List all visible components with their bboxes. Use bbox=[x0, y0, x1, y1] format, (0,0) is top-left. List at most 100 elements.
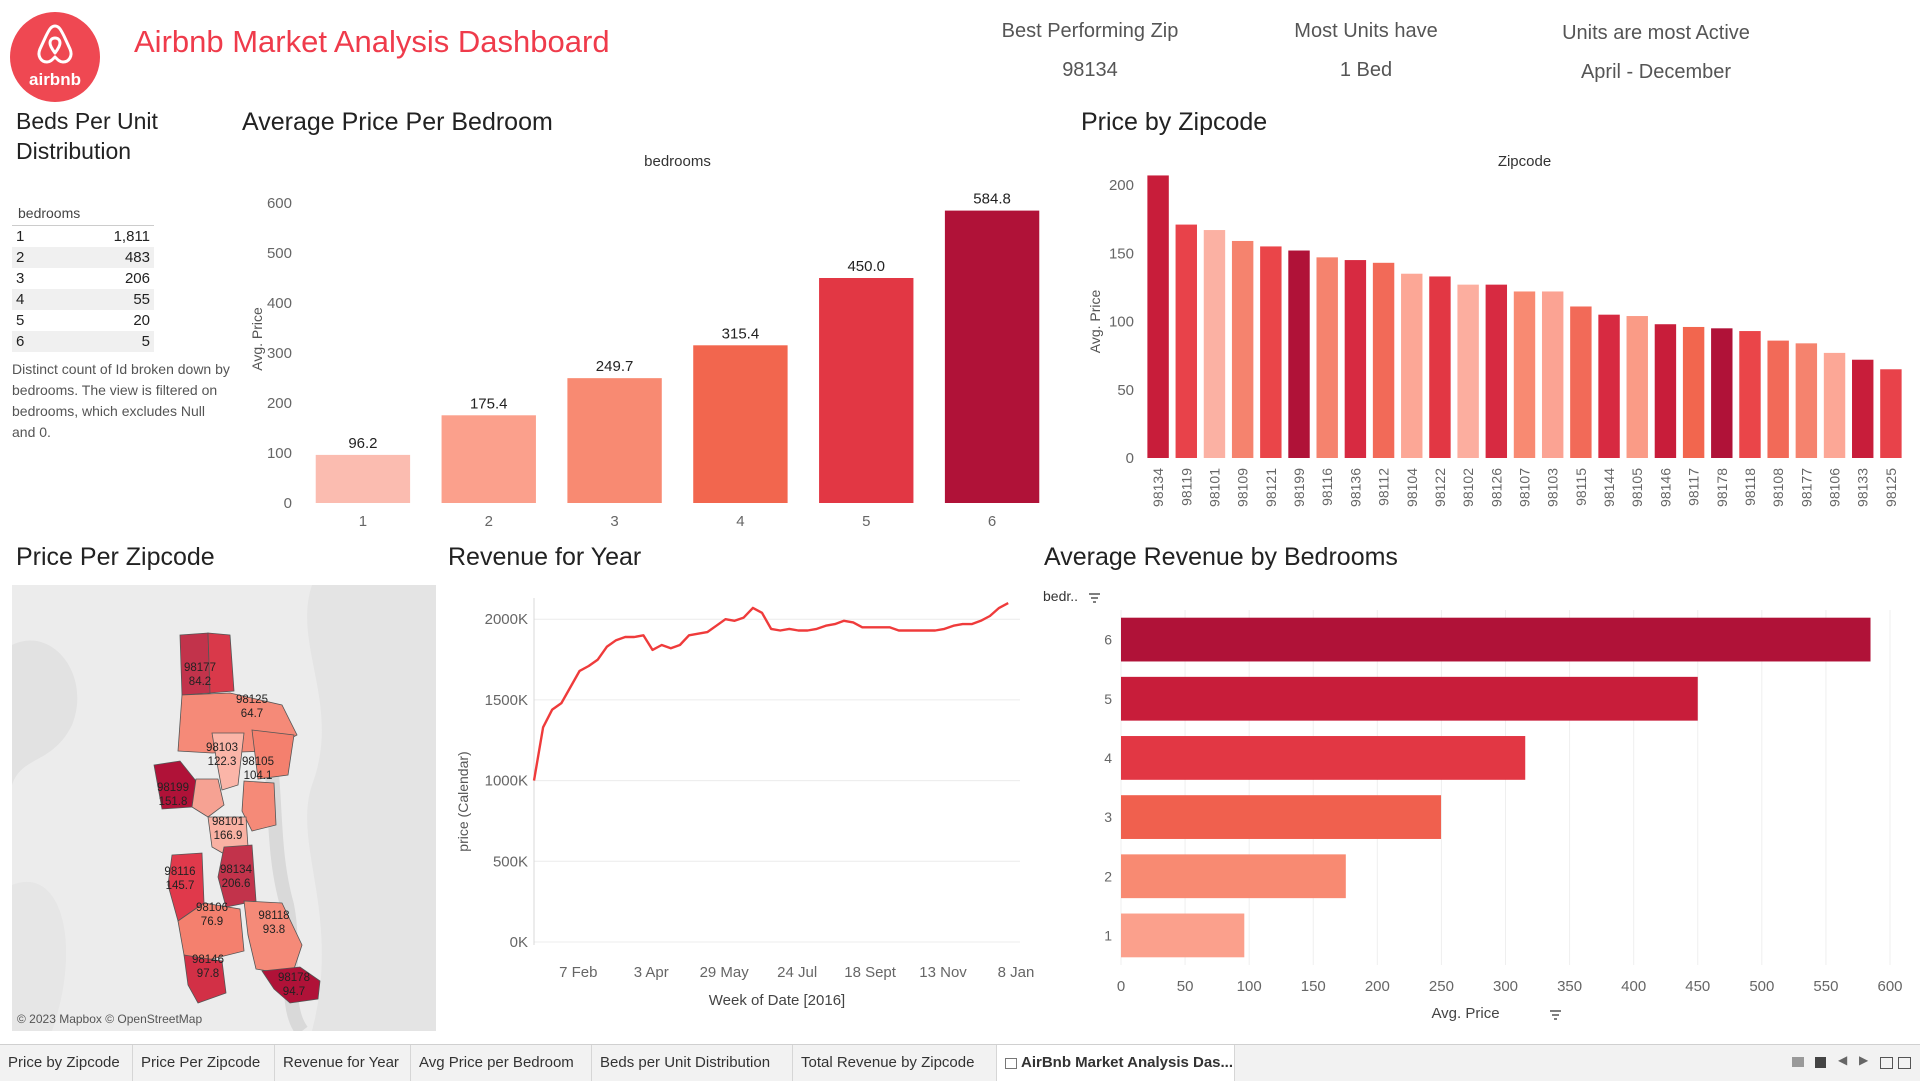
bedroom-cell: 3 bbox=[16, 270, 25, 287]
prev-sheet-icon[interactable]: ◀ bbox=[1838, 1053, 1848, 1067]
bedroom-cell: 6 bbox=[12, 331, 51, 352]
x-tick-label: 1 bbox=[359, 513, 367, 530]
x-tick-label: 6 bbox=[988, 513, 996, 530]
next-sheet-icon[interactable]: ▶ bbox=[1859, 1053, 1869, 1067]
map-value-label: 104.1 bbox=[244, 770, 273, 782]
y-tick-label: 1000K bbox=[485, 773, 528, 790]
y-tick-label: 150 bbox=[1109, 245, 1134, 262]
count-cell: 206 bbox=[124, 270, 150, 287]
presentation-icon[interactable] bbox=[1898, 1057, 1911, 1069]
bar bbox=[1121, 676, 1698, 721]
y-tick-label: 4 bbox=[1104, 750, 1112, 766]
tab-avg-price-per-bedroom[interactable]: Avg Price per Bedroom bbox=[411, 1045, 592, 1081]
tab-dashboard[interactable]: AirBnb Market Analysis Das... bbox=[997, 1045, 1235, 1081]
bar-value-label: 315.4 bbox=[722, 325, 760, 342]
map-land-shade bbox=[12, 881, 67, 1031]
bar bbox=[1121, 795, 1442, 839]
bar bbox=[1429, 276, 1451, 458]
tab-price-per-zipcode[interactable]: Price Per Zipcode bbox=[133, 1045, 275, 1081]
bar bbox=[1513, 291, 1536, 458]
bar bbox=[1598, 314, 1620, 458]
x-tick-label: 300 bbox=[1493, 978, 1518, 995]
map-region bbox=[211, 732, 245, 791]
kpi-label: Most Units have bbox=[1294, 20, 1438, 42]
bar bbox=[1316, 257, 1338, 458]
bar bbox=[1541, 291, 1564, 458]
bar-value-label: 249.7 bbox=[596, 358, 634, 375]
bedroom-cell: 1 bbox=[16, 228, 25, 245]
x-tick-label: 2 bbox=[485, 513, 493, 530]
tab-price-by-zipcode[interactable]: Price by Zipcode bbox=[0, 1045, 133, 1081]
avg-revenue-by-bedrooms-chart: bedr.. 0 50 100 150 200 250 300 350 400 450 500 550 6… bbox=[1043, 588, 1903, 1022]
map-zip-label: 98199 bbox=[157, 782, 189, 794]
grid-view-icon[interactable] bbox=[1792, 1057, 1804, 1067]
x-tick-label: 3 Apr bbox=[634, 964, 669, 981]
table-row: 4 55 bbox=[12, 289, 154, 310]
x-tick-label: 98136 bbox=[1347, 468, 1363, 507]
y-tick-label: 1500K bbox=[485, 692, 528, 709]
bar-value-label: 175.4 bbox=[470, 395, 508, 412]
table-row: 1 1,811 bbox=[12, 226, 154, 247]
dashboard-title: Airbnb Market Analysis Dashboard bbox=[134, 24, 610, 59]
bar bbox=[819, 278, 914, 503]
y-axis-label: Avg. Price bbox=[249, 307, 265, 371]
x-tick-label: 98134 bbox=[1150, 468, 1166, 507]
map-value-label: 206.6 bbox=[222, 878, 251, 890]
tab-revenue-for-year[interactable]: Revenue for Year bbox=[275, 1045, 411, 1081]
x-tick-label: 98122 bbox=[1432, 468, 1448, 507]
x-tick-label: 250 bbox=[1429, 978, 1454, 995]
count-cell: 5 bbox=[50, 331, 154, 352]
x-tick-label: 350 bbox=[1557, 978, 1582, 995]
bar bbox=[1880, 369, 1902, 458]
tab-beds-per-unit[interactable]: Beds per Unit Distribution bbox=[592, 1045, 793, 1081]
map-zip-label: 98177 bbox=[184, 662, 216, 674]
x-tick-label: 29 May bbox=[700, 964, 750, 981]
map-zip-label: 98105 bbox=[242, 756, 274, 768]
x-tick-label: 98118 bbox=[1742, 468, 1758, 506]
tab-dashboard-label: AirBnb Market Analysis Das... bbox=[1021, 1054, 1234, 1071]
bar bbox=[1823, 352, 1846, 458]
x-tick-label: 98119 bbox=[1178, 468, 1194, 506]
show-sheets-icon[interactable] bbox=[1880, 1057, 1893, 1069]
chart-title: Revenue for Year bbox=[448, 543, 642, 571]
map-region bbox=[251, 729, 295, 780]
map-region bbox=[207, 632, 235, 694]
x-tick-label: 98115 bbox=[1573, 468, 1589, 506]
map-region bbox=[191, 778, 225, 818]
x-tick-label: 98102 bbox=[1460, 468, 1476, 507]
x-tick-label: 100 bbox=[1237, 978, 1262, 995]
count-cell: 1,811 bbox=[113, 228, 150, 245]
price-per-zipcode-map[interactable]: 98177 84.2 98125 64.7 98103 122.3 98105 104.1 98… bbox=[12, 585, 436, 1031]
x-tick-label: 400 bbox=[1621, 978, 1646, 995]
dashboard-grid-icon bbox=[1005, 1058, 1017, 1069]
bar bbox=[315, 454, 411, 503]
bar bbox=[1711, 328, 1733, 458]
x-axis-label: Avg. Price bbox=[1431, 1005, 1499, 1022]
table-row: 2 483 bbox=[12, 247, 154, 268]
revenue-series-line bbox=[532, 602, 1009, 781]
y-tick-label: 600 bbox=[267, 195, 292, 212]
kpi-most-units: Most Units have 1 Bed bbox=[1246, 20, 1486, 82]
bar-value-label: 584.8 bbox=[973, 191, 1011, 208]
kpi-value: April - December bbox=[1580, 61, 1732, 83]
bar bbox=[1401, 273, 1423, 458]
x-tick-label: 18 Sept bbox=[844, 964, 897, 981]
tab-total-revenue-by-zipcode[interactable]: Total Revenue by Zipcode bbox=[793, 1045, 997, 1081]
kpi-most-active: Units are most Active April - December bbox=[1536, 22, 1776, 84]
chart-title: Average Price Per Bedroom bbox=[242, 108, 553, 136]
map-zip-label: 98106 bbox=[196, 902, 228, 914]
map-value-label: 145.7 bbox=[166, 880, 195, 892]
airbnb-logo: airbnb bbox=[10, 12, 100, 102]
y-axis-label: price (Calendar) bbox=[455, 751, 471, 851]
y-tick-label: 1 bbox=[1104, 927, 1112, 943]
fit-view-icon[interactable] bbox=[1815, 1057, 1826, 1068]
bar bbox=[1344, 260, 1367, 458]
kpi-best-zip: Best Performing Zip 98134 bbox=[970, 20, 1210, 82]
x-axis-label: Week of Date [2016] bbox=[709, 992, 845, 1009]
bar bbox=[693, 345, 788, 503]
chart-header: bedrooms bbox=[644, 153, 711, 170]
x-tick-label: 200 bbox=[1365, 978, 1390, 995]
bar bbox=[944, 210, 1040, 503]
